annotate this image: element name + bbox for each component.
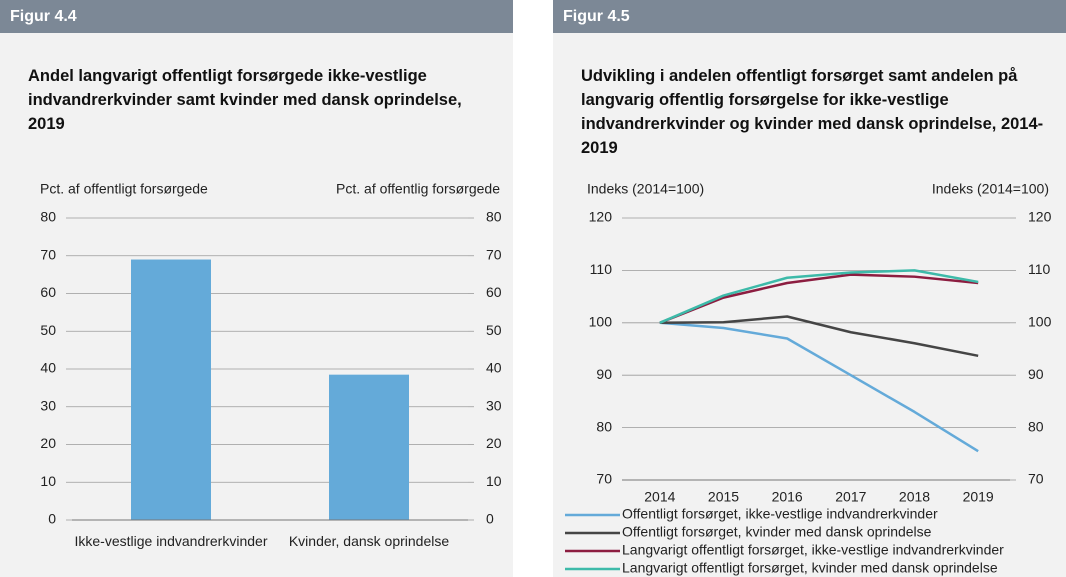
y-tick-label: 90	[596, 366, 612, 382]
chart-panel: Figur 4.5 Udvikling i andelen offentligt …	[553, 0, 1066, 577]
y2-tick-label: 70	[486, 246, 502, 262]
chart: Pct. af offentligt forsørgede Pct. af off…	[40, 181, 502, 527]
y-tick-label: 70	[596, 471, 612, 487]
y2-tick-label: 40	[486, 360, 502, 376]
x-tick-label: Ikke-vestlige indvandrerkvinder	[74, 533, 268, 549]
bar	[131, 259, 211, 520]
figure-label: Figur 4.4	[0, 0, 513, 33]
y-tick-label: 50	[40, 322, 56, 338]
y2-tick-label: 60	[486, 284, 502, 300]
chart-panel: Figur 4.4 Andel langvarigt offentligt for…	[0, 0, 513, 577]
x-tick-label: 2014	[644, 489, 675, 505]
x-tick-label: 2015	[708, 489, 739, 505]
y2-tick-label: 110	[1028, 261, 1051, 277]
y2-tick-label: 50	[486, 322, 502, 338]
y2-tick-label: 10	[486, 473, 502, 489]
y-axis-label: Pct. af offentligt forsørgede	[40, 181, 208, 197]
legend-label: Langvarigt offentligt forsørget, kvinder…	[622, 560, 998, 576]
y-tick-label: 0	[48, 511, 56, 527]
y2-tick-label: 70	[1028, 471, 1044, 487]
legend-label: Offentligt forsørget, ikke-vestlige indv…	[622, 506, 938, 522]
y-tick-label: 110	[590, 261, 613, 277]
y-axis-label: Indeks (2014=100)	[587, 181, 704, 197]
y2-tick-label: 120	[1028, 209, 1052, 225]
data-line	[659, 273, 979, 324]
y2-axis-label: Indeks (2014=100)	[932, 181, 1049, 197]
y2-tick-label: 30	[486, 397, 502, 413]
y2-tick-label: 0	[486, 511, 494, 527]
figure-label: Figur 4.5	[553, 0, 1066, 33]
legend-label: Offentligt forsørget, kvinder med dansk …	[622, 524, 932, 540]
chart-title: Udvikling i andelen offentligt forsørget…	[581, 67, 1044, 157]
x-tick-label: 2016	[772, 489, 803, 505]
data-line	[659, 315, 979, 358]
y-tick-label: 80	[40, 209, 56, 225]
y-tick-label: 70	[40, 246, 56, 262]
y-tick-label: 120	[589, 209, 613, 225]
y2-tick-label: 20	[486, 435, 502, 451]
y-tick-label: 10	[40, 473, 56, 489]
x-tick-label: 2017	[835, 489, 866, 505]
y2-tick-label: 100	[1028, 314, 1052, 330]
y2-tick-label: 80	[486, 209, 502, 225]
chart-title: Andel langvarigt offentligt forsørgede i…	[28, 67, 462, 133]
y-tick-label: 20	[40, 435, 56, 451]
y2-tick-label: 80	[1028, 418, 1044, 434]
legend-label: Langvarigt offentligt forsørget, ikke-ve…	[622, 542, 1004, 558]
x-tick-label: 2019	[963, 489, 994, 505]
x-tick-label: 2018	[899, 489, 930, 505]
y-tick-label: 40	[40, 360, 56, 376]
y2-tick-label: 90	[1028, 366, 1044, 382]
data-line	[659, 269, 979, 324]
y-tick-label: 100	[589, 314, 613, 330]
chart: Indeks (2014=100) Indeks (2014=100) 70 80 90…	[565, 181, 1052, 576]
x-tick-label: Kvinder, dansk oprindelse	[288, 533, 450, 549]
y-tick-label: 60	[40, 284, 56, 300]
bar	[329, 374, 409, 520]
data-line	[659, 321, 979, 453]
y-tick-label: 80	[596, 418, 612, 434]
y-tick-label: 30	[40, 397, 56, 413]
y2-axis-label: Pct. af offentlig forsørgede	[336, 181, 500, 197]
